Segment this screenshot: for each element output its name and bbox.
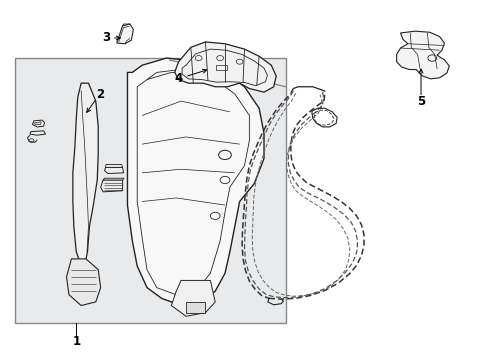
Polygon shape bbox=[101, 180, 122, 192]
Polygon shape bbox=[396, 31, 448, 79]
Polygon shape bbox=[185, 302, 205, 313]
Polygon shape bbox=[35, 122, 41, 125]
Polygon shape bbox=[66, 259, 101, 306]
Polygon shape bbox=[174, 42, 276, 92]
FancyBboxPatch shape bbox=[15, 58, 285, 323]
Polygon shape bbox=[103, 178, 124, 180]
Polygon shape bbox=[73, 83, 98, 266]
Text: 4: 4 bbox=[174, 72, 183, 85]
Polygon shape bbox=[171, 280, 215, 316]
Text: 1: 1 bbox=[72, 335, 80, 348]
Polygon shape bbox=[30, 131, 45, 135]
Text: 5: 5 bbox=[416, 95, 424, 108]
Polygon shape bbox=[32, 120, 44, 127]
Polygon shape bbox=[117, 24, 133, 44]
Text: 2: 2 bbox=[97, 88, 104, 101]
Polygon shape bbox=[104, 167, 123, 174]
Text: 3: 3 bbox=[102, 31, 110, 45]
Polygon shape bbox=[127, 58, 264, 306]
